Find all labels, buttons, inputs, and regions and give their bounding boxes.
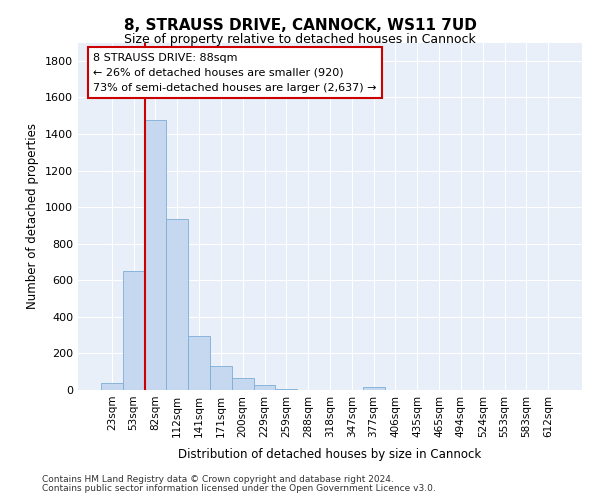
Bar bbox=[275, 389, 297, 390]
Text: Contains public sector information licensed under the Open Government Licence v3: Contains public sector information licen… bbox=[42, 484, 436, 493]
Bar bbox=[101, 382, 123, 390]
Text: Size of property relative to detached houses in Cannock: Size of property relative to detached ho… bbox=[124, 32, 476, 46]
Text: 8, STRAUSS DRIVE, CANNOCK, WS11 7UD: 8, STRAUSS DRIVE, CANNOCK, WS11 7UD bbox=[124, 18, 476, 32]
Bar bbox=[210, 366, 232, 390]
Bar bbox=[145, 120, 166, 390]
Bar bbox=[254, 386, 275, 390]
Bar bbox=[363, 388, 385, 390]
Bar bbox=[188, 336, 210, 390]
Y-axis label: Number of detached properties: Number of detached properties bbox=[26, 123, 40, 309]
Text: Contains HM Land Registry data © Crown copyright and database right 2024.: Contains HM Land Registry data © Crown c… bbox=[42, 476, 394, 484]
Bar bbox=[166, 219, 188, 390]
Bar bbox=[232, 378, 254, 390]
Text: 8 STRAUSS DRIVE: 88sqm
← 26% of detached houses are smaller (920)
73% of semi-de: 8 STRAUSS DRIVE: 88sqm ← 26% of detached… bbox=[93, 53, 377, 92]
X-axis label: Distribution of detached houses by size in Cannock: Distribution of detached houses by size … bbox=[178, 448, 482, 461]
Bar bbox=[123, 271, 145, 390]
